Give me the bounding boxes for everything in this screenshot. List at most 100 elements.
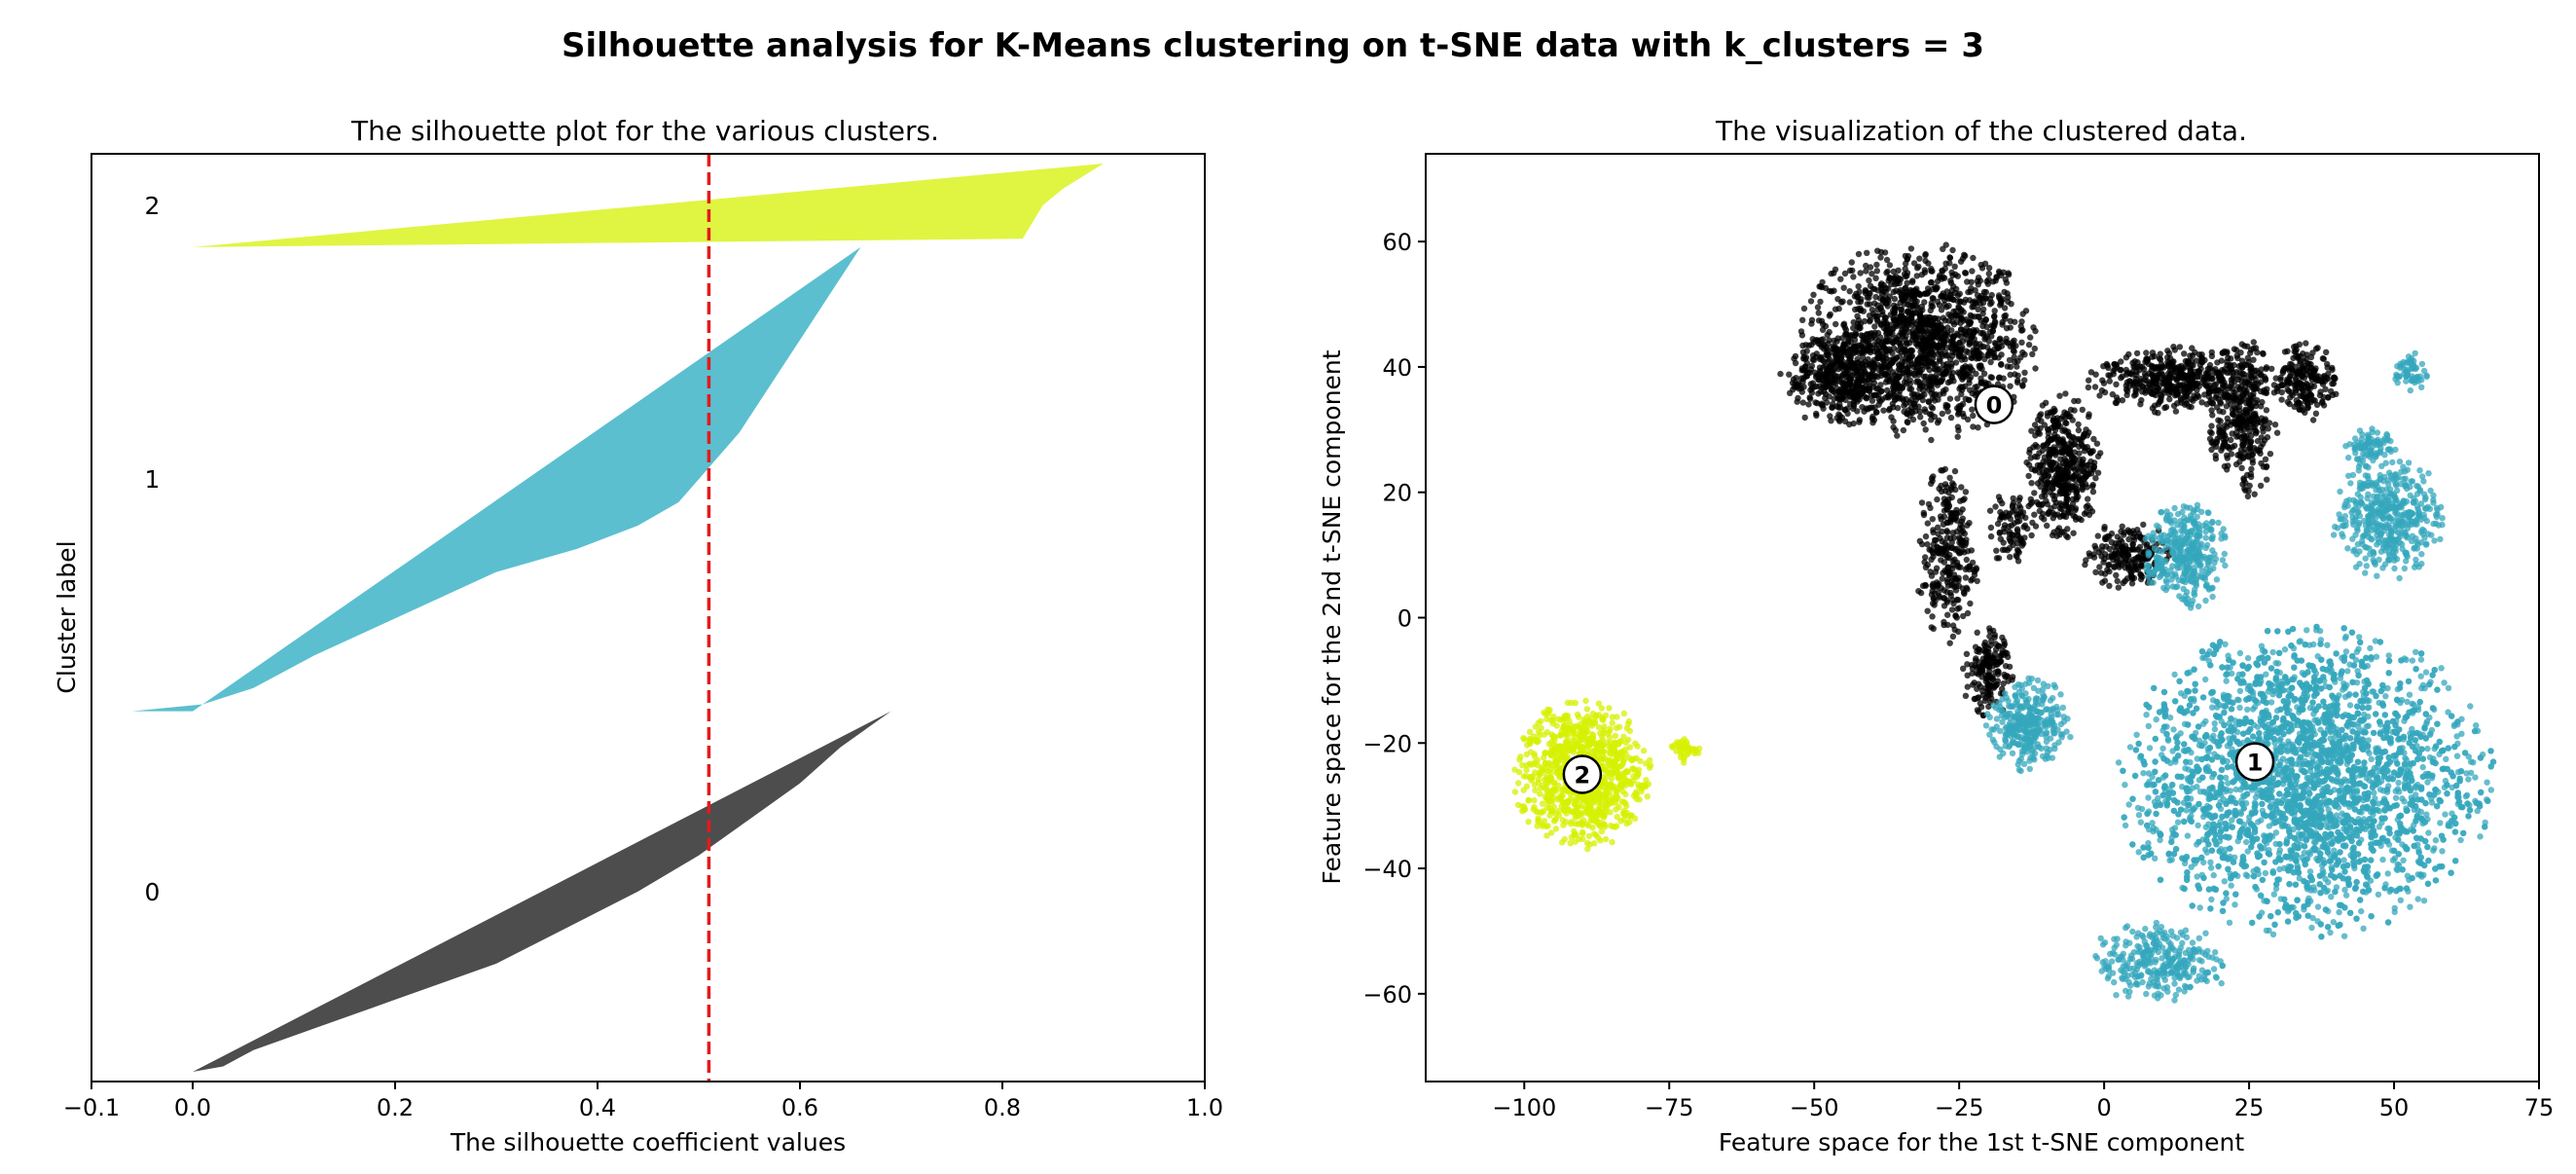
- scatter-point: [1921, 421, 1927, 426]
- scatter-point: [2003, 276, 2009, 282]
- scatter-point: [1948, 517, 1954, 523]
- scatter-point: [1963, 574, 1969, 580]
- scatter-point: [1864, 405, 1869, 411]
- scatter-point: [2232, 394, 2238, 400]
- scatter-point: [1817, 299, 1823, 305]
- scatter-point: [2206, 365, 2212, 371]
- scatter-point: [2181, 350, 2187, 356]
- scatter-point: [2213, 456, 2219, 461]
- scatter-point: [1986, 271, 1992, 276]
- scatter-point: [1928, 557, 1934, 563]
- scatter-point: [1923, 409, 1929, 415]
- scatter-point: [2020, 311, 2026, 316]
- scatter-point: [2236, 369, 2242, 375]
- scatter-point: [2331, 375, 2337, 381]
- scatter-point: [1958, 539, 1964, 545]
- scatter-point: [1991, 313, 1997, 319]
- scatter-point: [2002, 652, 2008, 658]
- scatter-point: [2001, 526, 2007, 532]
- scatter-point: [1802, 415, 1808, 421]
- scatter-point: [1892, 281, 1898, 287]
- scatter-point: [1840, 322, 1846, 328]
- scatter-point: [2083, 557, 2088, 563]
- scatter-point: [2258, 388, 2264, 394]
- scatter-point: [2249, 403, 2255, 409]
- scatter-point: [1855, 363, 1861, 369]
- scatter-point: [2087, 459, 2093, 464]
- scatter-point: [2149, 385, 2155, 391]
- scatter-point: [1941, 302, 1947, 308]
- scatter-point: [2230, 430, 2235, 436]
- scatter-point: [1841, 348, 1847, 353]
- scatter-point: [1871, 300, 1877, 306]
- scatter-point: [1865, 301, 1870, 307]
- scatter-point: [2181, 383, 2187, 388]
- scatter-point: [2250, 390, 2256, 396]
- scatter-point: [2199, 359, 2205, 365]
- scatter-point: [2030, 324, 2036, 330]
- scatter-point: [1999, 321, 2005, 327]
- scatter-point: [2142, 371, 2148, 377]
- scatter-point: [2313, 411, 2319, 417]
- scatter-point: [2118, 367, 2123, 373]
- scatter-point: [2244, 380, 2250, 385]
- scatter-point: [1977, 649, 1982, 655]
- scatter-point: [2239, 438, 2245, 444]
- scatter-point: [2028, 501, 2034, 507]
- scatter-point: [2050, 459, 2055, 465]
- scatter-point: [1997, 509, 2003, 515]
- scatter-point: [1954, 605, 1960, 611]
- scatter-point: [1892, 296, 1898, 302]
- scatter-point: [2021, 534, 2027, 540]
- scatter-point: [1982, 640, 1988, 645]
- scatter-point: [1925, 608, 1931, 614]
- scatter-point: [1994, 275, 2000, 280]
- scatter-point: [2282, 349, 2288, 354]
- scatter-point: [1798, 328, 1804, 334]
- scatter-point: [1839, 299, 1845, 305]
- scatter-point: [2124, 388, 2130, 394]
- figure-title: Silhouette analysis for K-Means clusteri…: [562, 26, 1984, 65]
- scatter-point: [1898, 276, 1904, 282]
- scatter-point: [1839, 335, 1845, 341]
- scatter-point: [2167, 382, 2173, 387]
- scatter-point: [1989, 375, 1995, 381]
- scatter-point: [1829, 386, 1834, 392]
- scatter-point: [1820, 357, 1826, 363]
- scatter-point: [2320, 381, 2326, 386]
- scatter-point: [2048, 437, 2053, 443]
- scatter-point: [2245, 359, 2251, 365]
- scatter-point: [1837, 404, 1843, 410]
- scatter-point: [2231, 443, 2237, 449]
- scatter-point: [1941, 522, 1946, 528]
- scatter-point: [1828, 312, 1833, 317]
- scatter-point: [2001, 638, 2007, 643]
- scatter-point: [2012, 354, 2017, 360]
- scatter-point: [2076, 516, 2082, 522]
- scatter-point: [1917, 291, 1923, 297]
- scatter-point: [2098, 553, 2104, 559]
- scatter-point: [1815, 372, 1821, 378]
- scatter-point: [2224, 453, 2230, 459]
- scatter-point: [2293, 343, 2299, 349]
- scatter-point: [1973, 341, 1978, 347]
- scatter-point: [2008, 364, 2014, 370]
- scatter-point: [1896, 317, 1902, 323]
- scatter-point: [1892, 306, 1898, 312]
- scatter-point: [1964, 557, 1970, 563]
- scatter-point: [1847, 288, 1853, 294]
- scatter-point: [2254, 416, 2260, 422]
- scatter-point: [1929, 269, 1935, 275]
- scatter-point: [2046, 430, 2051, 436]
- scatter-point: [2132, 391, 2138, 397]
- scatter-point: [2143, 356, 2149, 362]
- scatter-point: [1786, 372, 1792, 378]
- scatter-point: [2204, 401, 2210, 407]
- scatter-point: [1907, 303, 1913, 309]
- scatter-point: [1914, 273, 1920, 278]
- scatter-point: [1912, 337, 1918, 343]
- scatter-point: [2075, 422, 2081, 427]
- scatter-point: [2238, 379, 2244, 385]
- scatter-point: [1930, 295, 1936, 301]
